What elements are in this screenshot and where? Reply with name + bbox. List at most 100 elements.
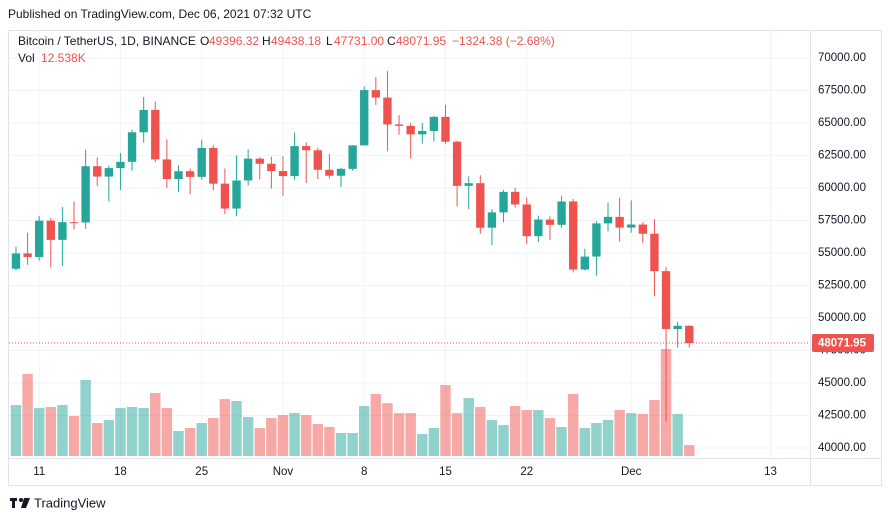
volume-bar (10, 405, 22, 456)
volume-bar (544, 418, 556, 456)
legend-close: 48071.95 (396, 34, 446, 48)
x-tick-label: 15 (439, 466, 452, 478)
y-tick-label: 60000.00 (818, 182, 866, 194)
candle-body (35, 220, 44, 257)
volume-bar (393, 413, 405, 456)
volume-bar (184, 428, 196, 456)
volume-bar (672, 413, 683, 456)
candle-body (522, 204, 531, 237)
chart-frame (8, 30, 882, 486)
candle-layer (9, 70, 810, 422)
volume-bar (33, 408, 45, 456)
y-tick-label: 57500.00 (818, 214, 866, 226)
volume-bar (451, 413, 463, 456)
legend-open-key: O (200, 34, 209, 48)
y-tick-label: 40000.00 (818, 442, 866, 454)
y-tick-label: 52500.00 (818, 279, 866, 291)
volume-bar (347, 433, 358, 456)
volume-bar (266, 418, 277, 456)
volume-bar (80, 380, 91, 456)
volume-bar (161, 408, 173, 456)
candle-body (162, 159, 172, 179)
candle-body (661, 271, 671, 329)
volume-bar (649, 400, 660, 456)
candle-body (476, 183, 485, 228)
candle-body (278, 171, 288, 177)
candle-body (685, 325, 694, 344)
y-tick-label: 45000.00 (818, 377, 866, 389)
legend-low-key: L (326, 34, 333, 48)
candle-body (627, 224, 636, 228)
volume-layer (10, 349, 695, 456)
volume-bar (324, 426, 335, 456)
candle-body (580, 256, 589, 270)
volume-bar (428, 428, 440, 456)
candle-body (325, 169, 334, 176)
candle-body (418, 130, 427, 135)
candle-body (197, 147, 206, 177)
y-tick-label: 62500.00 (818, 149, 866, 161)
candle-body (11, 253, 21, 269)
volume-bar (579, 428, 591, 456)
volume-bar (208, 418, 219, 456)
candle-body (290, 146, 299, 177)
legend-volume-key: Vol (18, 51, 35, 65)
legend: Bitcoin / TetherUS, 1D, BINANCE O 49396.… (18, 34, 555, 65)
volume-bar (614, 410, 625, 456)
candle-body (638, 224, 648, 234)
candle-body (557, 201, 566, 225)
volume-bar (231, 401, 242, 456)
volume-bar (115, 408, 126, 456)
last-price-label: 48071.95 (818, 338, 867, 350)
x-tick-label: 11 (33, 466, 45, 478)
volume-bar (150, 393, 161, 456)
volume-bar (359, 406, 370, 456)
x-tick-label: Dec (621, 466, 642, 478)
candle-body (336, 168, 346, 176)
volume-bar (173, 431, 184, 456)
candle-body (534, 219, 543, 237)
volume-bar (637, 413, 649, 456)
legend-high-key: H (262, 34, 271, 48)
volume-bar (92, 423, 103, 456)
candle-body (302, 146, 311, 151)
volume-bar (57, 405, 68, 456)
candle-body (673, 325, 682, 329)
grid (9, 31, 810, 458)
candle-body (151, 109, 160, 160)
candle-body (69, 222, 79, 224)
volume-bar (242, 416, 254, 456)
candle-body (452, 141, 462, 186)
volume-bar (533, 410, 544, 456)
volume-bar (684, 445, 695, 456)
volume-bar (335, 433, 347, 456)
last-price-box (812, 334, 874, 353)
volume-bar (463, 398, 474, 456)
candle-body (93, 166, 102, 177)
candle-body (139, 109, 148, 133)
candle-body (81, 166, 90, 223)
volume-bar (405, 413, 416, 456)
candle-body (232, 180, 241, 209)
candle-body (371, 90, 381, 98)
candle-body (348, 145, 357, 169)
volume-bar (567, 393, 579, 456)
candle-body (185, 171, 195, 177)
legend-open: 49396.32 (209, 34, 259, 48)
volume-bar (45, 406, 57, 456)
volume-bar (277, 415, 289, 456)
volume-bar (509, 406, 521, 456)
volume-bar (382, 403, 393, 456)
candle-body (209, 147, 218, 184)
candle-body (243, 158, 253, 181)
legend-volume: 12.538K (41, 51, 86, 65)
volume-bar (475, 406, 486, 456)
candle-body (406, 125, 415, 135)
volume-bar (626, 413, 637, 456)
footer-logo (10, 498, 30, 508)
published-note: Published on TradingView.com, Dec 06, 20… (8, 7, 312, 21)
candle-body (174, 171, 183, 179)
axes: 40000.0042500.0045000.0047500.0050000.00… (33, 52, 874, 478)
y-tick-label: 65000.00 (818, 117, 866, 129)
volume-bar (300, 415, 312, 456)
